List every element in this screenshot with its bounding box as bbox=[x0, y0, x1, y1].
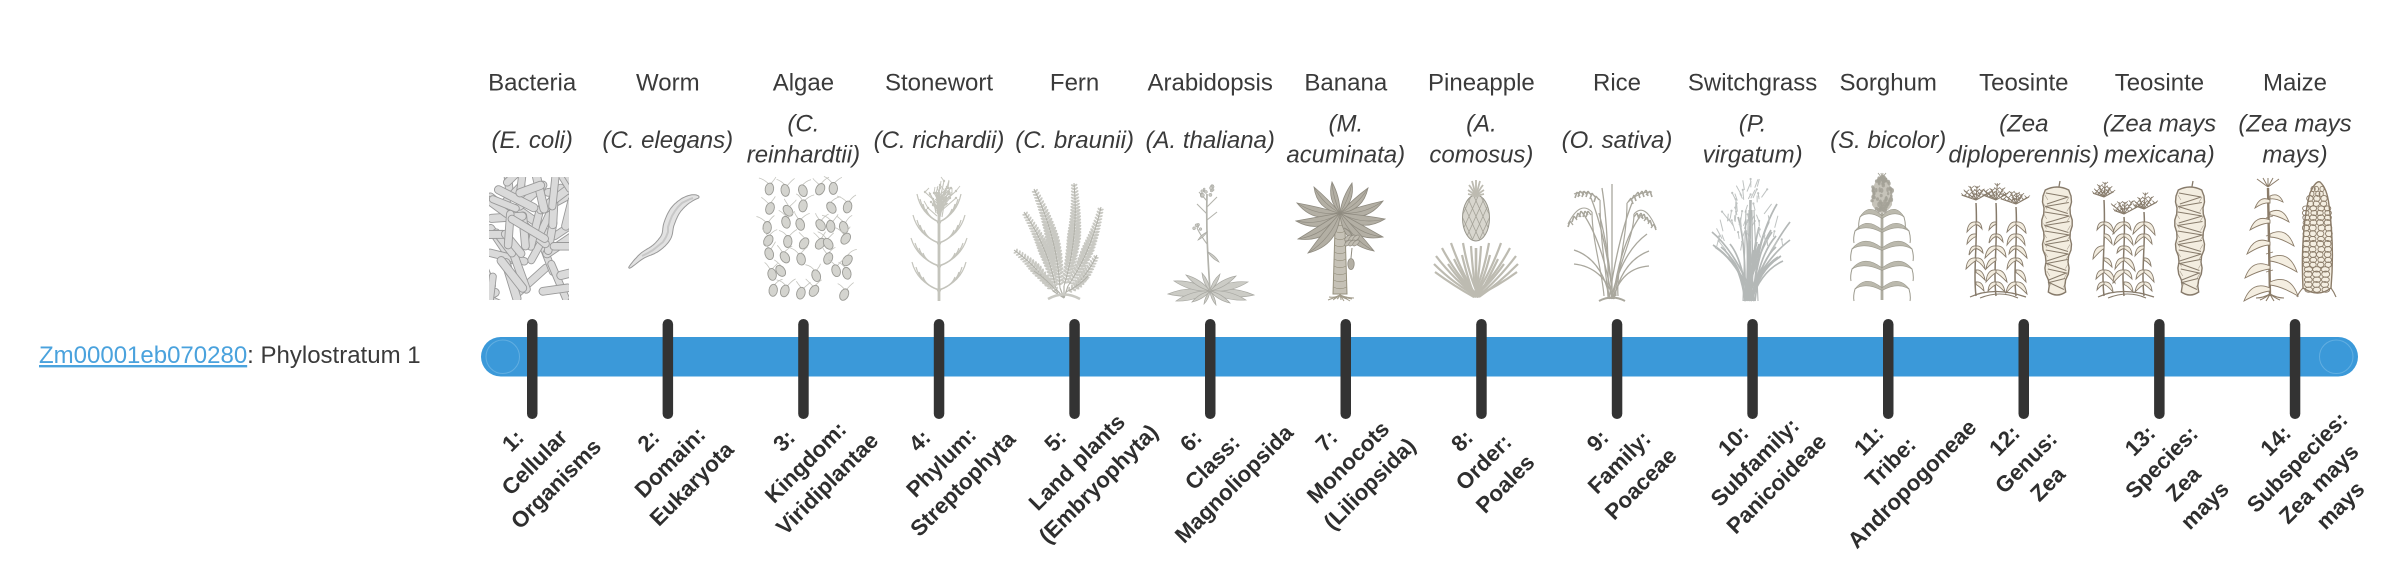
svg-text:14:Subspecies:Zea maysmays: 14:Subspecies:Zea maysmays bbox=[2220, 385, 2395, 560]
svg-text:Arabidopsis: Arabidopsis bbox=[1147, 70, 1272, 97]
svg-text:Sorghum: Sorghum bbox=[1840, 70, 1937, 97]
svg-text:Maize: Maize bbox=[2263, 70, 2327, 97]
svg-text:(C. elegans): (C. elegans) bbox=[602, 127, 733, 154]
svg-text:Algae: Algae bbox=[773, 70, 834, 97]
svg-text:(C. richardii): (C. richardii) bbox=[874, 127, 1005, 154]
svg-text:(Zea maysmays): (Zea maysmays) bbox=[2238, 111, 2351, 169]
svg-text:Worm: Worm bbox=[636, 70, 700, 97]
svg-text:Bacteria: Bacteria bbox=[488, 70, 577, 97]
svg-text:12:Genus:Zea: 12:Genus:Zea bbox=[1969, 405, 2084, 520]
svg-text:Switchgrass: Switchgrass bbox=[1688, 70, 1817, 97]
svg-text:Stonewort: Stonewort bbox=[885, 70, 993, 97]
svg-text:Fern: Fern bbox=[1050, 70, 1099, 97]
svg-text:9:Family:Poaceae: 9:Family:Poaceae bbox=[1557, 400, 1682, 525]
svg-text:(A. thaliana): (A. thaliana) bbox=[1145, 127, 1274, 154]
svg-text:(O. sativa): (O. sativa) bbox=[1562, 127, 1673, 154]
svg-text:(P.virgatum): (P.virgatum) bbox=[1703, 111, 1803, 169]
svg-text:8:Order:Poales: 8:Order:Poales bbox=[1428, 406, 1540, 518]
svg-text:13:Species:Zeamays: 13:Species:Zeamays bbox=[2099, 399, 2246, 546]
svg-text:(S. bicolor): (S. bicolor) bbox=[1830, 127, 1946, 154]
svg-text:Zm00001eb070280: Phylostratum: Zm00001eb070280: Phylostratum 1 bbox=[39, 342, 421, 369]
svg-text:Teosinte: Teosinte bbox=[2115, 70, 2204, 97]
svg-text:(C.reinhardtii): (C.reinhardtii) bbox=[747, 111, 860, 169]
svg-text:Banana: Banana bbox=[1304, 70, 1387, 97]
svg-text:(A.comosus): (A.comosus) bbox=[1429, 111, 1533, 169]
svg-text:(M.acuminata): (M.acuminata) bbox=[1286, 111, 1405, 169]
svg-text:Teosinte: Teosinte bbox=[1979, 70, 2068, 97]
svg-text:Pineapple: Pineapple bbox=[1428, 70, 1535, 97]
svg-text:Rice: Rice bbox=[1593, 70, 1641, 97]
svg-text:(C. braunii): (C. braunii) bbox=[1015, 127, 1134, 154]
svg-text:(E. coli): (E. coli) bbox=[492, 127, 573, 154]
